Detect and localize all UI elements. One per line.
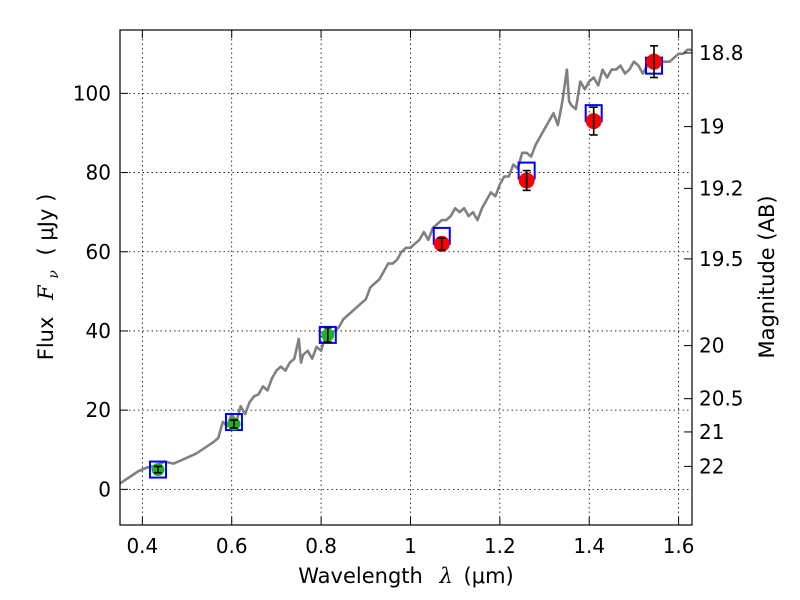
plot-area <box>119 45 692 485</box>
grid-lines <box>120 30 692 525</box>
y-axis-symbol: F <box>34 284 58 301</box>
model-flux-square <box>148 460 167 479</box>
x-axis-unit: (μm) <box>464 564 514 588</box>
y-axis-unit: ( μJy ) <box>34 194 58 256</box>
x-tick-label: 0.4 <box>126 534 158 558</box>
right-tick-label: 19.2 <box>699 176 744 200</box>
right-tick-label: 20 <box>699 334 724 358</box>
y-tick-label: 40 <box>86 319 111 343</box>
spectrum-line <box>119 48 692 485</box>
x-tick-label: 1.2 <box>484 534 516 558</box>
plot-frame <box>119 29 693 526</box>
x-tick-label: 1.4 <box>573 534 605 558</box>
right-tick-label: 19 <box>699 115 724 139</box>
x-axis-symbol: λ <box>439 564 453 588</box>
y-axis-title: Flux F ν ( μJy ) <box>34 194 63 361</box>
y-tick-label: 20 <box>86 398 111 422</box>
x-tick-label: 0.8 <box>305 534 337 558</box>
x-tick-label: 1 <box>404 534 417 558</box>
y-tick-label: 60 <box>86 240 111 264</box>
x-axis-label: Wavelength <box>298 564 423 588</box>
y-axis-subscript: ν <box>46 270 62 279</box>
model-flux-square <box>318 325 337 344</box>
axis-ticks <box>120 30 692 525</box>
y-axis-label: Flux <box>34 317 58 361</box>
right-axis-title: Magnitude (AB) <box>755 195 779 358</box>
x-axis-title: Wavelength λ (μm) <box>298 564 513 588</box>
right-tick-label: 19.5 <box>699 247 744 271</box>
right-tick-label: 18.8 <box>699 41 744 65</box>
y-tick-label: 80 <box>86 161 111 185</box>
right-tick-label: 21 <box>699 420 724 444</box>
x-tick-label: 0.6 <box>216 534 248 558</box>
y-tick-label: 100 <box>73 81 111 105</box>
right-tick-label: 20.5 <box>699 387 744 411</box>
right-tick-label: 22 <box>699 454 724 478</box>
y-tick-label: 0 <box>98 477 111 501</box>
x-tick-label: 1.6 <box>663 534 695 558</box>
